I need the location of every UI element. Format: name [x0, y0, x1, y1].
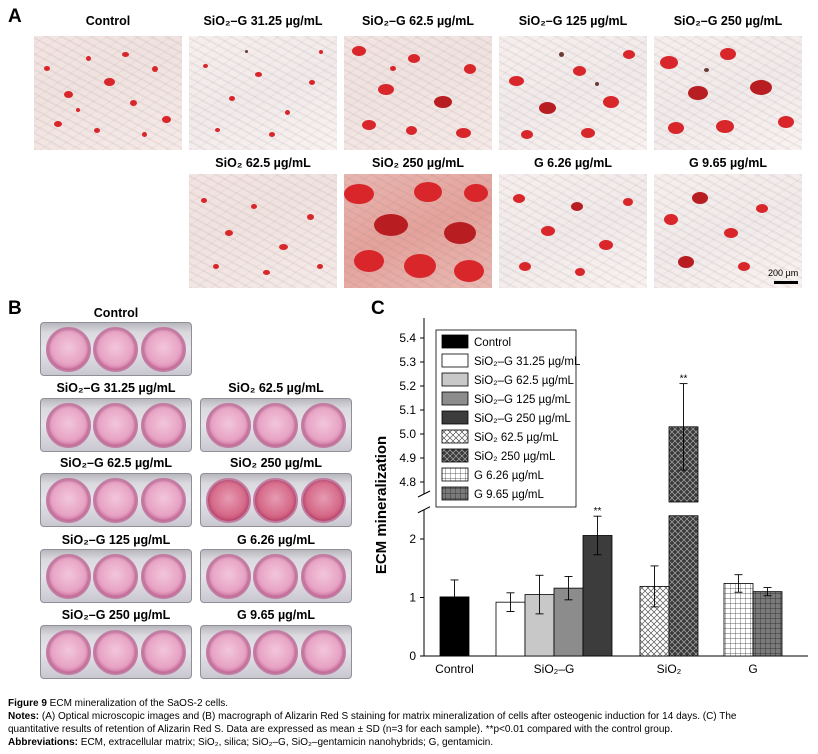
y-tick-label: 5.1 — [399, 403, 416, 417]
well-plate — [200, 549, 352, 603]
y-tick-label: 4.8 — [399, 475, 416, 489]
image-label: SiO₂–G 31.25 µg/mL — [203, 14, 323, 28]
x-tick-label: Control — [435, 662, 474, 676]
legend-label: Control — [474, 337, 511, 349]
plate-label: SiO₂ 62.5 µg/mL — [228, 381, 324, 395]
caption-abbrev-line: Abbreviations: ECM, extracellular matrix… — [8, 736, 814, 749]
legend-swatch — [441, 429, 469, 444]
caption-title-line: Figure 9 ECM mineralization of the SaOS-… — [8, 697, 814, 710]
legend-swatch — [441, 448, 469, 463]
image-label: G 6.26 µg/mL — [533, 156, 613, 170]
panel-letter-c: C — [371, 298, 385, 319]
well — [140, 326, 186, 372]
plate-label: SiO₂–G 125 µg/mL — [61, 533, 171, 547]
well-plate — [200, 398, 352, 452]
scale-bar-label: 200 µm — [768, 268, 799, 278]
panel-letter-a: A — [8, 6, 22, 27]
legend-label: SiO₂–G 31.25 µg/mL — [474, 356, 581, 368]
bar-chart: 0 1 2 4.8 4.9 5.0 5.1 5.2 5.3 5.4 5.5 ECM mineraliz… — [373, 318, 808, 676]
micrograph-sio2-g-31-25 — [189, 36, 337, 150]
y-tick-label: 5.4 — [399, 331, 416, 345]
y-tick-label: 5.0 — [399, 427, 416, 441]
plate-label: SiO₂–G 250 µg/mL — [61, 608, 171, 622]
significance-label: ** — [594, 506, 602, 517]
panel-letter-b: B — [8, 298, 22, 319]
legend-label: G 6.26 µg/mL — [474, 470, 545, 482]
y-tick-label: 5.5 — [399, 318, 416, 321]
legend-swatch — [441, 372, 469, 387]
micrograph-control — [34, 36, 182, 150]
micrograph-sio2-g-62-5 — [344, 36, 492, 150]
legend-label: SiO₂–G 250 µg/mL — [474, 413, 571, 425]
y-axis-label: ECM mineralization — [373, 436, 390, 574]
caption-notes-line-2: quantitative results of retention of Ali… — [8, 724, 673, 735]
plate-label: SiO₂ 250 µg/mL — [230, 456, 322, 470]
legend-label: SiO₂ 250 µg/mL — [474, 451, 556, 463]
caption-notes-1: (A) Optical microscopic images and (B) m… — [39, 711, 737, 722]
caption-figure-label: Figure 9 — [8, 698, 47, 709]
legend-label: SiO₂–G 125 µg/mL — [474, 394, 571, 406]
well-plate — [200, 625, 352, 679]
x-tick-label: SiO₂ — [657, 662, 682, 676]
caption-abbrev-label: Abbreviations: — [8, 737, 79, 748]
well-plate — [40, 549, 192, 603]
image-label: Control — [85, 14, 131, 28]
well — [46, 326, 92, 372]
well-plate — [40, 473, 192, 527]
legend-swatch — [441, 334, 469, 349]
caption-notes-line: Notes: (A) Optical microscopic images an… — [8, 710, 814, 723]
bar — [752, 591, 783, 657]
scale-bar — [774, 281, 798, 284]
legend-label: G 9.65 µg/mL — [474, 489, 545, 501]
bar — [439, 596, 470, 657]
legend-label: SiO₂ 62.5 µg/mL — [474, 432, 559, 444]
plate-label-control: Control — [93, 306, 139, 320]
well — [93, 326, 139, 372]
plate-label: G 6.26 µg/mL — [236, 533, 316, 547]
legend-swatch — [441, 486, 469, 501]
legend-swatch — [441, 467, 469, 482]
image-label: SiO₂ 62.5 µg/mL — [215, 156, 311, 170]
well-plate — [40, 398, 192, 452]
legend-swatch — [441, 391, 469, 406]
y-tick-label: 5.3 — [399, 355, 416, 369]
legend-swatch — [441, 353, 469, 368]
well-plate — [40, 625, 192, 679]
micrograph-g-9-65 — [654, 174, 802, 288]
image-label: SiO₂–G 125 µg/mL — [518, 14, 628, 28]
x-tick-label: G — [748, 662, 757, 676]
well-plate — [200, 473, 352, 527]
bar — [668, 515, 699, 657]
bar — [723, 583, 754, 657]
bar — [582, 535, 613, 657]
image-label: G 9.65 µg/mL — [688, 156, 768, 170]
y-tick-label: 2 — [409, 532, 416, 546]
plate-label: G 9.65 µg/mL — [236, 608, 316, 622]
well-plate-control — [40, 322, 192, 376]
y-tick-label: 0 — [409, 649, 416, 663]
micrograph-sio2-250 — [344, 174, 492, 288]
micrograph-sio2-62-5 — [189, 174, 337, 288]
caption-abbrev: ECM, extracellular matrix; SiO₂, silica;… — [78, 737, 494, 748]
plate-label: SiO₂–G 31.25 µg/mL — [56, 381, 176, 395]
micrograph-g-6-26 — [499, 174, 647, 288]
axis-break-mark — [417, 506, 431, 514]
image-label: SiO₂–G 250 µg/mL — [673, 14, 783, 28]
y-tick-label: 1 — [409, 591, 416, 605]
caption-notes-label: Notes: — [8, 711, 40, 722]
legend-swatch — [441, 410, 469, 425]
plate-label: SiO₂–G 62.5 µg/mL — [59, 456, 173, 470]
micrograph-sio2-g-250 — [654, 36, 802, 150]
axis-break-mark — [417, 490, 431, 498]
image-label: SiO₂ 250 µg/mL — [372, 156, 464, 170]
y-tick-label: 4.9 — [399, 451, 416, 465]
image-label: SiO₂–G 62.5 µg/mL — [361, 14, 475, 28]
legend-label: SiO₂–G 62.5 µg/mL — [474, 375, 575, 387]
figure-caption: Figure 9 ECM mineralization of the SaOS-… — [8, 697, 814, 749]
micrograph-sio2-g-125 — [499, 36, 647, 150]
y-tick-label: 5.2 — [399, 379, 416, 393]
significance-label: ** — [680, 374, 688, 385]
caption-title: ECM mineralization of the SaOS-2 cells. — [46, 698, 229, 709]
x-tick-label: SiO₂–G — [534, 662, 575, 676]
